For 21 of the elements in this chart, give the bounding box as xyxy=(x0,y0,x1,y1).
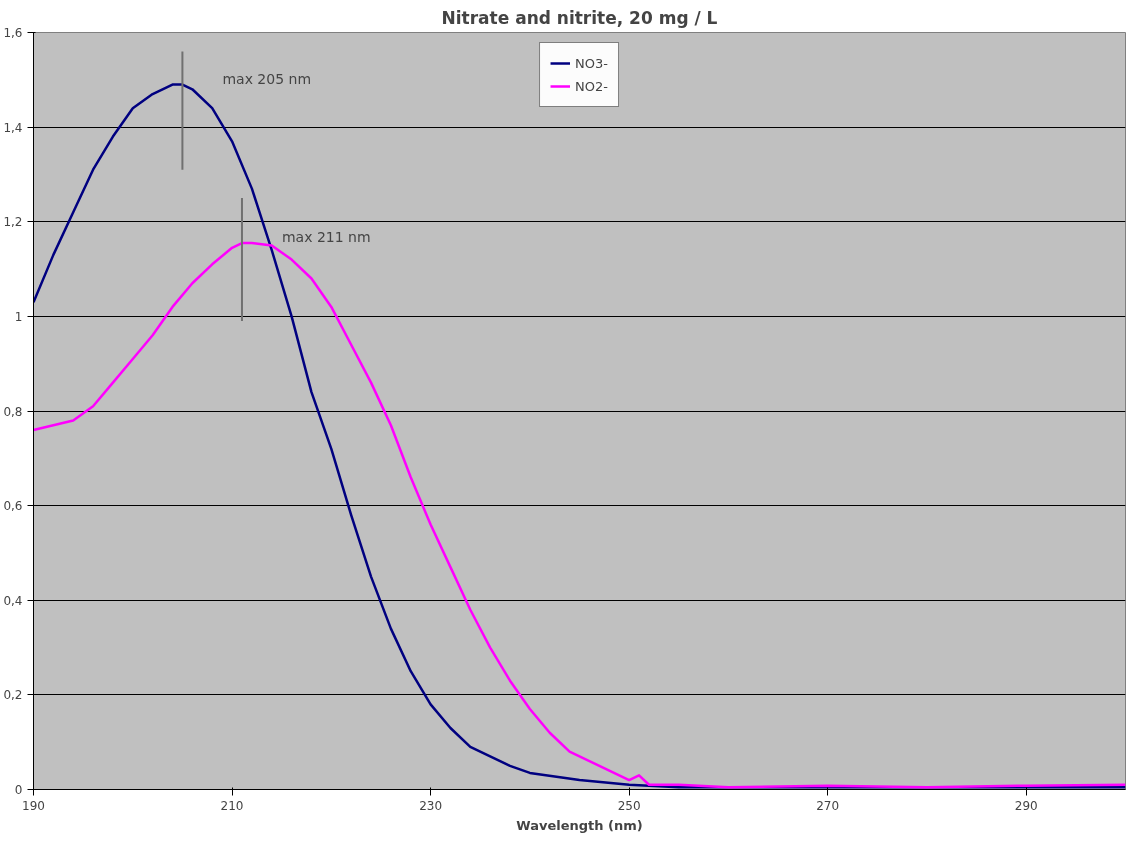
x-tick-label: 270 xyxy=(816,798,840,813)
y-tick-label: 0,8 xyxy=(3,404,23,419)
x-tick-label: 230 xyxy=(419,798,443,813)
y-tick-label: 0 xyxy=(14,783,23,797)
x-tick-label: 210 xyxy=(220,798,244,813)
y-tick-label: 0,6 xyxy=(3,499,23,514)
y-tick-label: 1 xyxy=(14,309,23,324)
x-tick-label: 250 xyxy=(617,798,641,813)
legend-label: NO3- xyxy=(575,55,608,71)
chart-title: Nitrate and nitrite, 20 mg / L xyxy=(441,7,718,28)
x-axis-title: Wavelength (nm) xyxy=(516,817,643,833)
annotation: max 211 nm xyxy=(281,229,371,246)
legend-label: NO2- xyxy=(575,78,608,94)
x-tick-label: 190 xyxy=(22,798,45,813)
y-tick-label: 1,6 xyxy=(3,26,23,40)
y-tick-label: 0,4 xyxy=(3,593,23,608)
y-tick-label: 0,2 xyxy=(3,688,23,703)
y-tick-label: 1,2 xyxy=(3,215,23,230)
annotation: max 205 nm xyxy=(222,70,312,87)
x-tick-label: 290 xyxy=(1014,798,1038,813)
y-tick-label: 1,4 xyxy=(3,120,23,135)
